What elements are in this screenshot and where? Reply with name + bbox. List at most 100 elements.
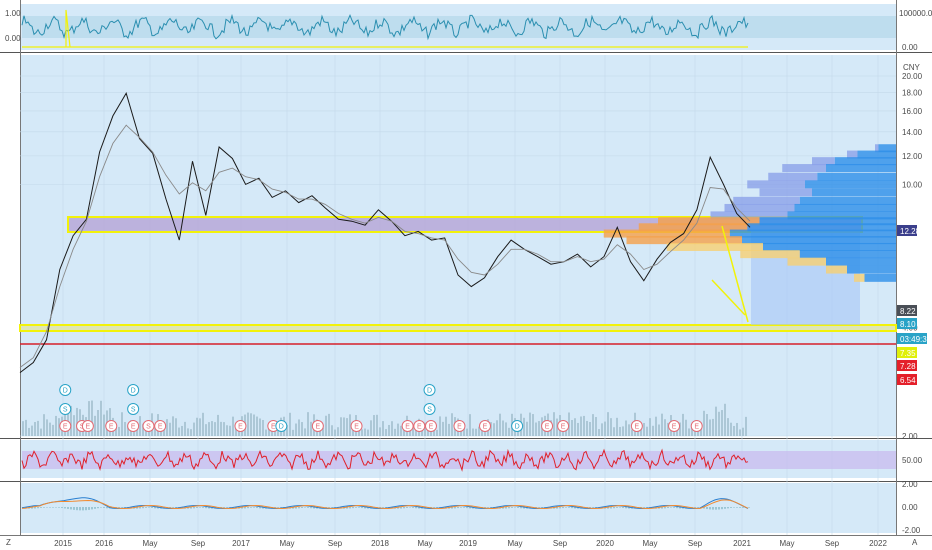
volume-bar <box>370 420 372 436</box>
event-label: S <box>146 424 151 431</box>
volume-bar <box>220 421 222 436</box>
volume-bar <box>667 422 669 436</box>
x-tick-label: May <box>642 539 657 548</box>
macd-histogram-bar <box>43 507 45 508</box>
volume-bar <box>613 427 615 436</box>
profile-bar-up <box>834 157 896 166</box>
y-tick-label: 2.00 <box>902 432 918 441</box>
macd-histogram-bar <box>664 507 666 509</box>
volume-bar <box>709 419 711 436</box>
event-label: E <box>429 424 434 431</box>
volume-bar <box>301 422 303 436</box>
price-tag-label: 8.10 <box>900 320 916 329</box>
event-label: E <box>238 424 243 431</box>
event-marker <box>59 384 72 396</box>
volume-bar <box>580 416 582 436</box>
volume-bar <box>394 428 396 436</box>
macd-histogram-bar <box>301 507 303 508</box>
profile-bar-down <box>638 223 748 232</box>
volume-bar <box>745 416 747 436</box>
x-tick-label: Sep <box>553 539 568 548</box>
volume-bar <box>646 426 648 436</box>
volume-bar <box>22 421 24 436</box>
macd-histogram-bar <box>574 507 576 509</box>
volume-bar <box>502 420 504 436</box>
top-indicator-panel: 1.00 0.00 100000.00 0.00 <box>5 9 932 52</box>
profile-bar-up <box>817 172 896 181</box>
volume-bar <box>448 423 450 436</box>
macd-histogram-bar <box>34 507 36 509</box>
volume-bar <box>577 422 579 436</box>
volume-bar <box>352 425 354 436</box>
macd-histogram-bar <box>58 507 60 508</box>
macd-histogram-bar <box>412 507 414 508</box>
macd-histogram-bar <box>562 507 564 509</box>
volume-bar <box>706 414 708 436</box>
event-marker <box>479 420 492 432</box>
volume-bar <box>115 424 117 436</box>
volume-bar <box>649 418 651 436</box>
macd-histogram-bar <box>595 507 597 508</box>
event-label: D <box>279 424 284 431</box>
macd-histogram-bar <box>328 507 330 508</box>
profile-bar-up <box>805 180 896 189</box>
profile-bar-down <box>733 196 800 205</box>
volume-bar <box>223 422 225 436</box>
macd-histogram-bar <box>241 507 243 509</box>
volume-bar <box>553 412 555 436</box>
x-tick-label: 2022 <box>869 539 887 548</box>
volume-bar <box>337 427 339 436</box>
macd-histogram-bar <box>139 507 141 509</box>
profile-bar-down <box>826 265 847 274</box>
volume-bar <box>451 413 453 436</box>
event-marker <box>154 420 167 432</box>
volume-bar <box>37 420 39 436</box>
volume-bar <box>343 417 345 436</box>
volume-bar <box>52 424 54 436</box>
volume-bar <box>250 413 252 436</box>
macd-histogram-bar <box>385 507 387 508</box>
profile-bar-down <box>710 211 788 220</box>
event-marker <box>127 403 140 415</box>
profile-bar-up <box>794 203 896 212</box>
macd-histogram-bar <box>622 507 624 508</box>
macd-histogram-bar <box>355 507 357 508</box>
volume-bar <box>202 412 204 436</box>
volume-bar <box>307 412 309 436</box>
macd-histogram-bar <box>121 507 123 508</box>
y-tick-label: 14.00 <box>902 128 923 137</box>
volume-bar <box>655 416 657 436</box>
price-tag <box>897 347 917 358</box>
macd-histogram-bar <box>454 507 456 509</box>
volume-bar <box>529 412 531 436</box>
volume-bar <box>31 425 33 436</box>
macd-histogram-bar <box>277 507 279 508</box>
event-marker <box>401 420 414 432</box>
event-marker <box>311 420 324 432</box>
volume-bar <box>583 415 585 436</box>
volume-bar <box>178 427 180 436</box>
top-right-tick: 0.00 <box>902 43 918 52</box>
volume-bar <box>298 419 300 436</box>
macd-histogram-bar <box>514 507 516 508</box>
macd-histogram-bar <box>697 507 699 508</box>
volume-bar <box>496 420 498 436</box>
macd-histogram-bar <box>85 507 87 511</box>
event-label: E <box>86 424 91 431</box>
event-marker <box>275 420 288 432</box>
support-zone <box>19 324 897 332</box>
event-label: E <box>316 424 321 431</box>
macd-histogram-bar <box>733 507 735 508</box>
macd-histogram-bar <box>175 507 177 508</box>
volume-bar <box>607 412 609 436</box>
volume-bar <box>499 413 501 436</box>
volume-bar <box>688 428 690 436</box>
profile-bar-down <box>759 188 812 197</box>
volume-bar <box>484 429 486 436</box>
volume-bar <box>424 422 426 436</box>
macd-histogram-bar <box>589 507 591 508</box>
price-series <box>19 92 751 373</box>
volume-bar <box>331 425 333 436</box>
profile-bar-down <box>768 172 818 181</box>
macd-histogram-bar <box>748 507 750 508</box>
